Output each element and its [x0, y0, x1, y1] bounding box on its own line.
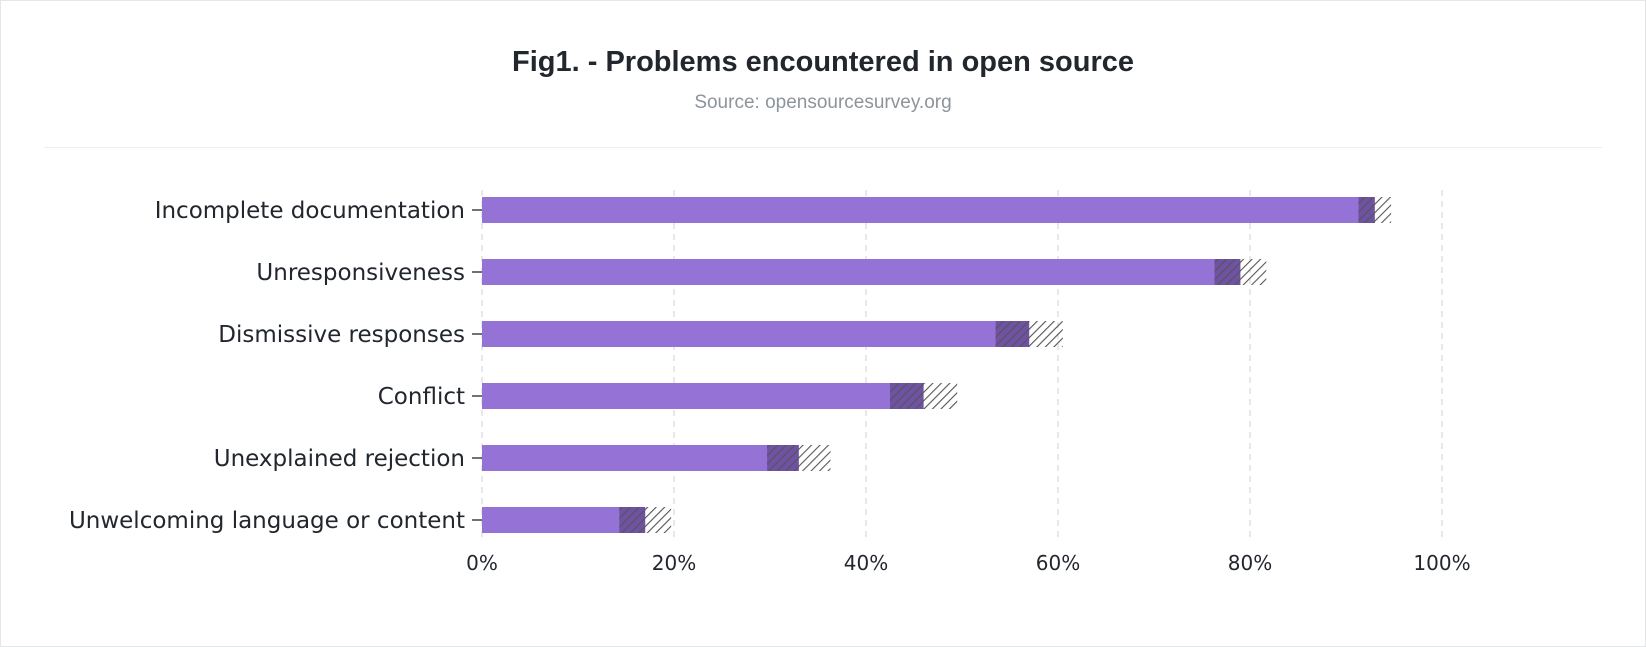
grid-lines — [481, 190, 1443, 540]
error-band-hatch — [890, 383, 958, 409]
bar — [482, 197, 1375, 223]
axes: 0% 20% 40% 60% 80% 100% Incomplete documentati… — [69, 198, 1471, 575]
chart-title: Fig1. - Problems encountered in open sou… — [512, 46, 1134, 78]
error-band-hatch — [995, 321, 1063, 347]
error-band-hatch — [1358, 197, 1392, 223]
chart-subtitle: Source: opensourcesurvey.org — [694, 92, 952, 113]
y-category-label: Dismissive responses — [218, 322, 465, 348]
y-category-label: Unresponsiveness — [256, 260, 465, 286]
bar — [482, 507, 646, 533]
bar — [482, 321, 1030, 347]
y-category-label: Conflict — [378, 384, 465, 410]
error-band-hatch — [619, 507, 672, 533]
error-band-hatch — [767, 445, 831, 471]
x-tick-label: 100% — [1413, 551, 1470, 575]
x-tick-label: 80% — [1228, 551, 1272, 575]
y-category-label: Unexplained rejection — [214, 446, 465, 472]
bar — [482, 445, 799, 471]
x-tick-label: 60% — [1036, 551, 1080, 575]
x-tick-label: 0% — [466, 551, 498, 575]
x-tick-label: 40% — [844, 551, 888, 575]
error-band-hatch — [1214, 259, 1267, 285]
bar — [482, 259, 1241, 285]
x-tick-label: 20% — [652, 551, 696, 575]
header-divider — [44, 147, 1602, 148]
y-category-label: Incomplete documentation — [155, 198, 465, 224]
bars — [482, 197, 1392, 533]
bar — [482, 383, 924, 409]
y-category-label: Unwelcoming language or content — [69, 508, 465, 534]
